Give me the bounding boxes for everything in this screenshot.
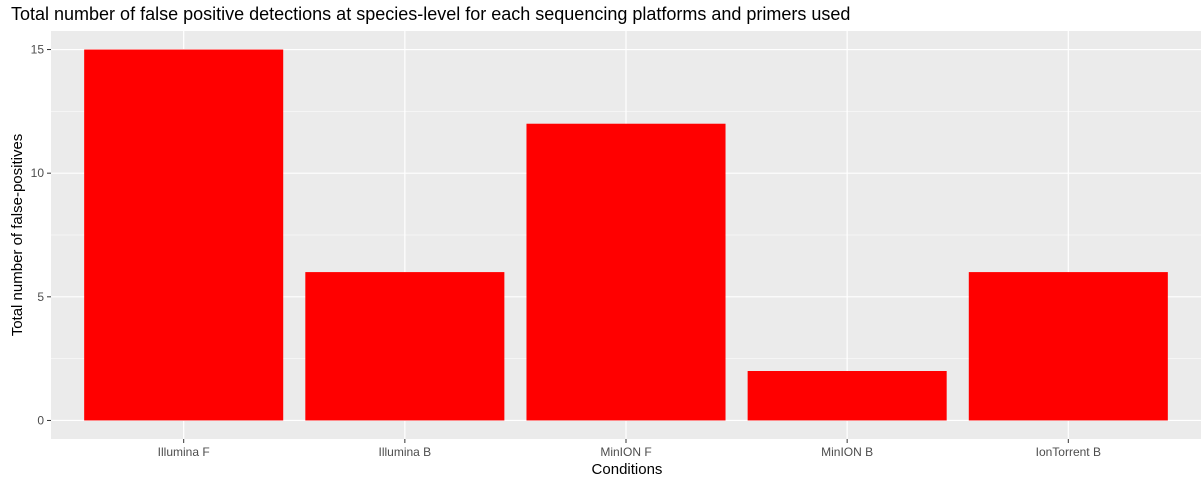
- y-tick-label: 0: [37, 413, 44, 427]
- chart-title: Total number of false positive detection…: [11, 4, 850, 24]
- bar: [526, 123, 726, 421]
- bar: [305, 272, 505, 421]
- bars: [84, 49, 1168, 421]
- y-tick-label: 15: [31, 43, 45, 57]
- x-tick-label: IonTorrent B: [1036, 445, 1101, 459]
- bar: [84, 49, 284, 421]
- x-tick-label: MinION F: [600, 445, 651, 459]
- x-axis: Illumina F Illumina B MinION F MinION B IonT…: [158, 439, 1101, 459]
- x-tick-label: MinION B: [821, 445, 873, 459]
- y-tick-label: 10: [31, 166, 45, 180]
- x-tick-label: Illumina B: [379, 445, 432, 459]
- y-tick-label: 5: [37, 290, 44, 304]
- x-tick-label: Illumina F: [158, 445, 210, 459]
- y-axis: 0 5 10 15: [31, 43, 51, 427]
- y-axis-title: Total number of false-positives: [9, 134, 26, 337]
- bar: [747, 371, 947, 421]
- x-axis-title: Conditions: [592, 461, 663, 478]
- bar: [968, 272, 1168, 421]
